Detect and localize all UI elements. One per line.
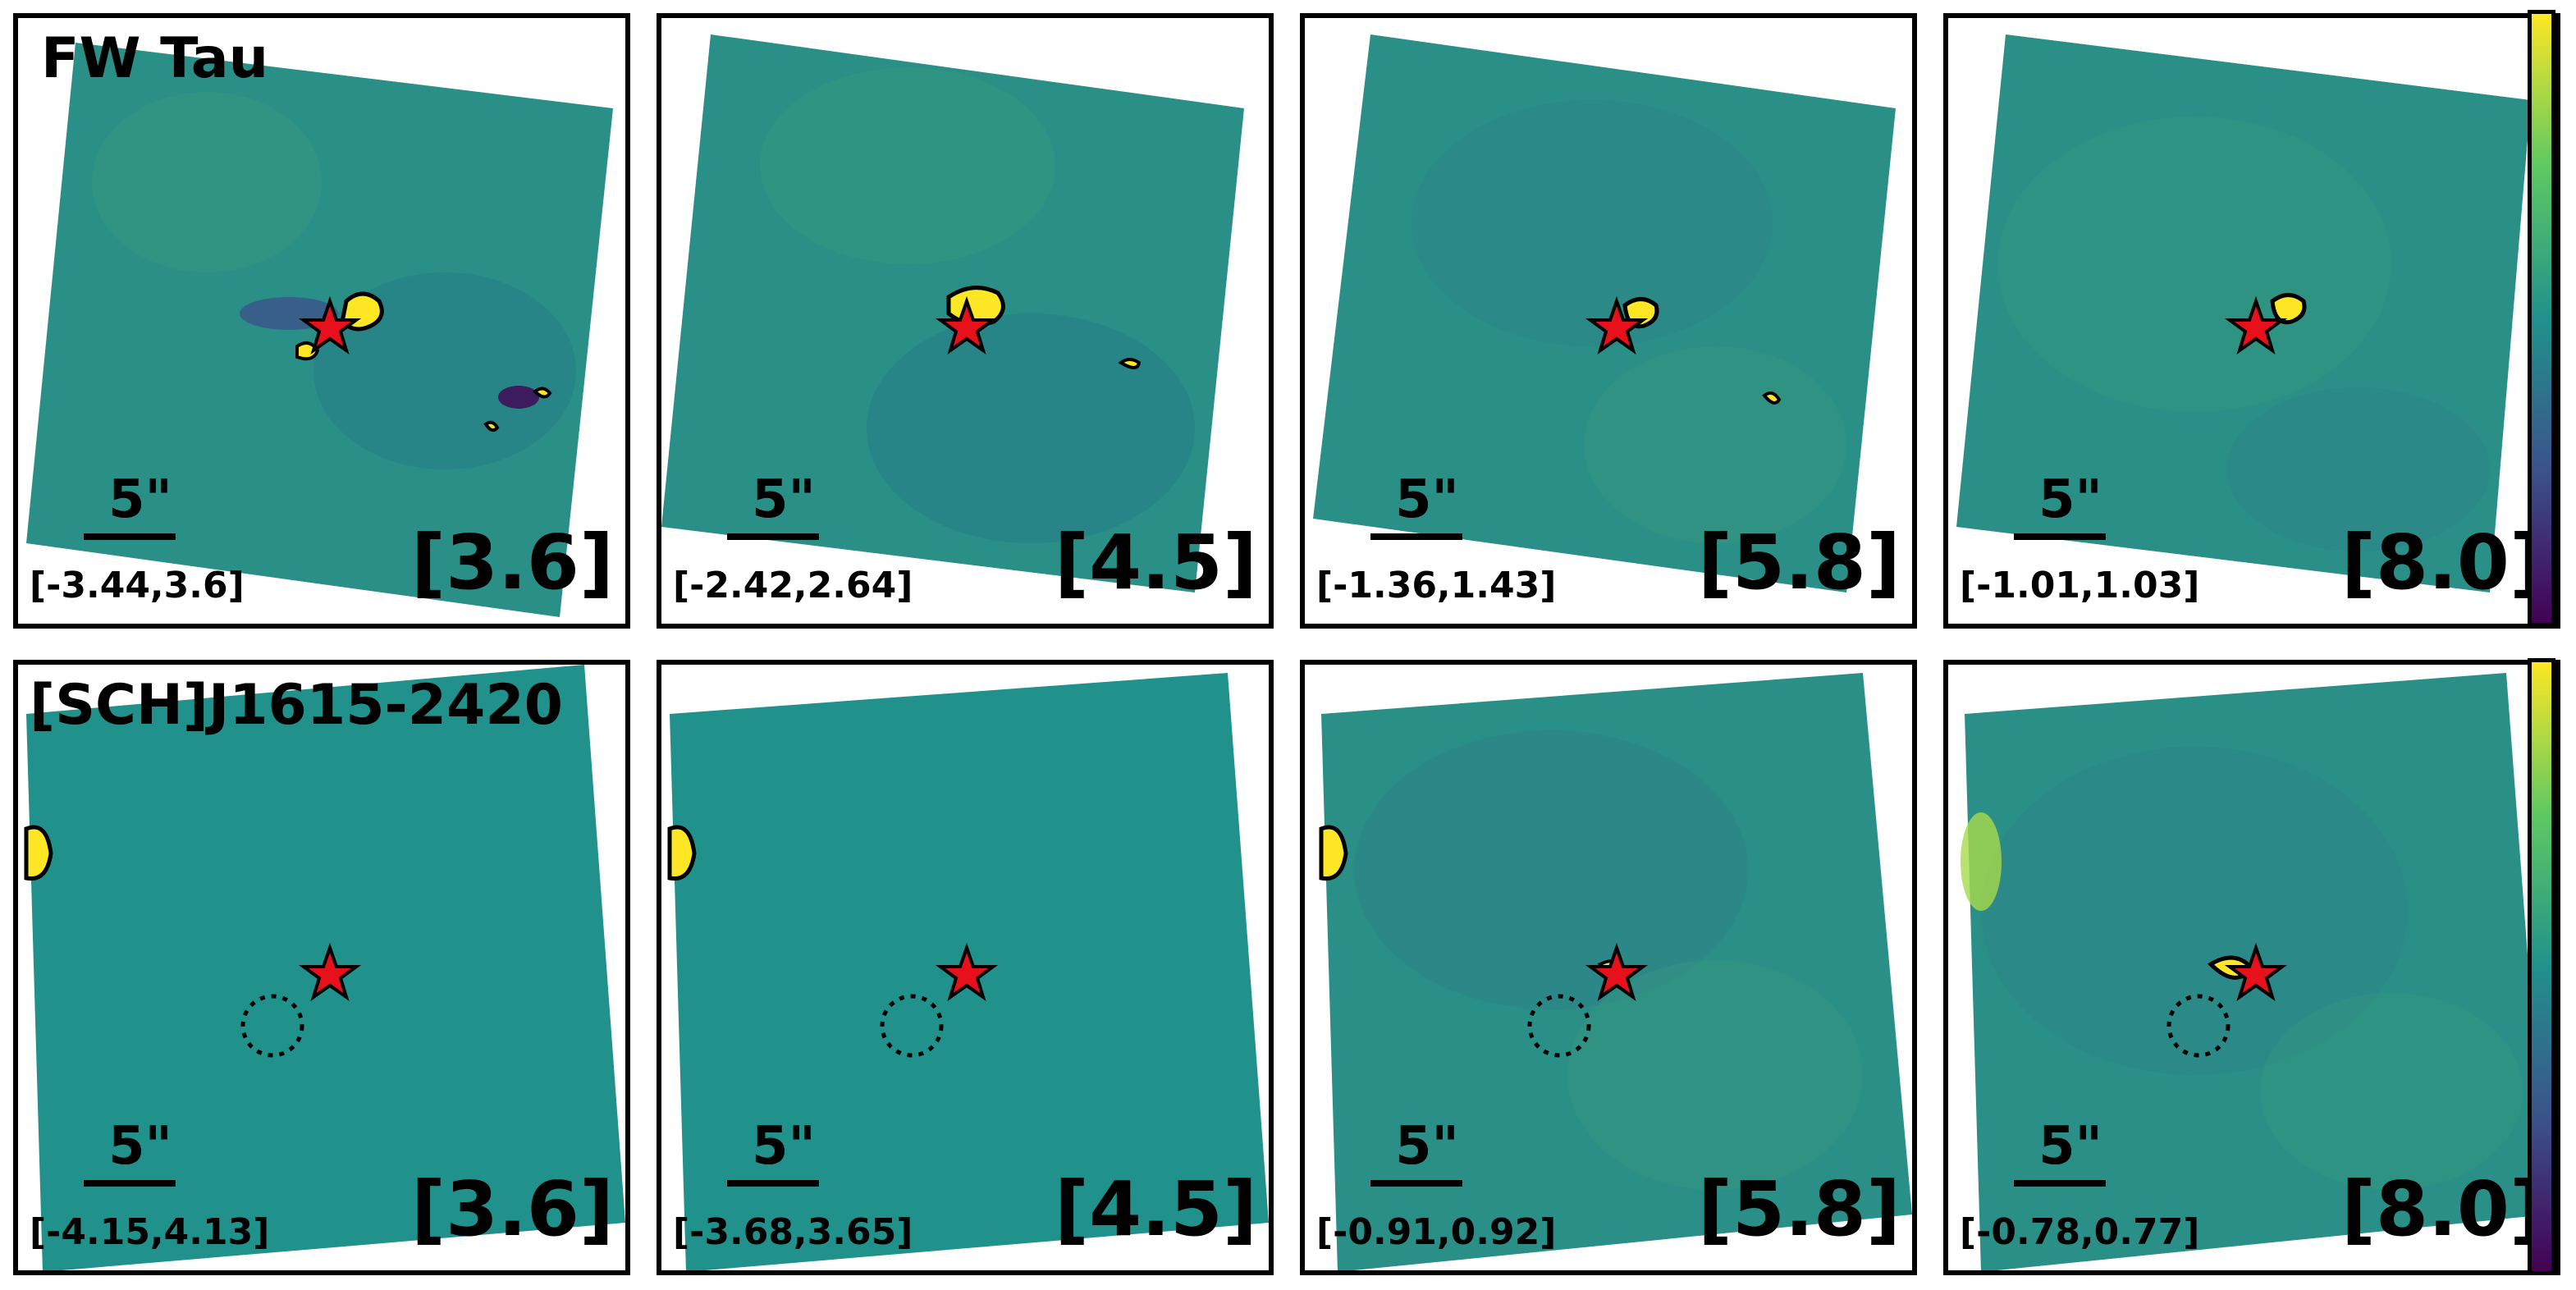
residual-image [24,665,625,1270]
band-label: [8.0] [2340,1165,2544,1253]
scale-label: 5" [108,469,172,530]
dotted-circle [880,994,944,1058]
star-marker [298,942,362,1001]
scale-label: 5" [1395,469,1459,530]
panel-fwtau-8-0: 5" [-1.01,1.03] [8.0] [1943,13,2560,629]
scale-bar [84,1180,176,1187]
colorbar-row-1 [2528,10,2555,627]
range-label: [-1.01,1.03] [1960,565,2200,606]
residual-image [1956,34,2531,592]
range-label: [-0.78,0.77] [1960,1211,2200,1253]
range-label: [-2.42,2.64] [673,565,913,606]
panel-fwtau-5-8: 5" [-1.36,1.43] [5.8] [1300,13,1917,629]
panel-sch-4-5: 5" [-3.68,3.65] [4.5] [657,660,1274,1275]
band-label: [3.6] [410,1165,614,1253]
scale-label: 5" [752,469,816,530]
scale-label: 5" [1395,1116,1459,1177]
residual-image [661,34,1244,592]
star-marker [1585,295,1649,355]
range-label: [-3.44,3.6] [30,565,245,606]
scale-label: 5" [2038,469,2102,530]
scale-label: 5" [752,1116,816,1177]
band-label: [5.8] [1697,1165,1901,1253]
dotted-circle [240,994,304,1058]
star-marker [1585,942,1649,1001]
scale-bar [2014,1180,2106,1187]
band-label: [8.0] [2340,519,2544,606]
range-label: [-1.36,1.43] [1316,565,1557,606]
star-marker [935,295,999,355]
star-marker [935,942,999,1001]
scale-bar [727,533,819,540]
range-label: [-0.91,0.92] [1316,1211,1557,1253]
panel-sch-3-6: [SCH]J1615-2420 5" [-4.15,4.13] [3.6] [13,660,630,1275]
scale-bar [84,533,176,540]
star-marker [298,295,362,355]
range-label: [-4.15,4.13] [30,1211,270,1253]
residual-image [1961,673,2547,1270]
target-name: FW Tau [41,26,269,91]
panel-sch-5-8: 5" [-0.91,0.92] [5.8] [1300,660,1917,1275]
residual-image [1319,673,1912,1270]
panel-sch-8-0: 5" [-0.78,0.77] [8.0] [1943,660,2560,1275]
scale-bar [1370,1180,1462,1187]
star-marker [2224,295,2288,355]
scale-bar [1370,533,1462,540]
residual-image [667,673,1269,1270]
dotted-circle [1527,994,1591,1058]
star-marker [2224,942,2288,1001]
panel-fwtau-4-5: 5" [-2.42,2.64] [4.5] [657,13,1274,629]
panel-fwtau-3-6: FW Tau 5" [-3.44,3.6] [3.6] [13,13,630,629]
residual-image [26,43,613,617]
range-label: [-3.68,3.65] [673,1211,913,1253]
scale-label: 5" [108,1116,172,1177]
band-label: [3.6] [410,519,614,606]
band-label: [5.8] [1697,519,1901,606]
residual-image [1313,34,1896,592]
band-label: [4.5] [1054,519,1257,606]
scale-bar [2014,533,2106,540]
band-label: [4.5] [1054,1165,1257,1253]
colorbar-row-2 [2528,658,2555,1275]
target-name: [SCH]J1615-2420 [30,673,563,738]
scale-bar [727,1180,819,1187]
scale-label: 5" [2038,1116,2102,1177]
dotted-circle [2166,994,2231,1058]
